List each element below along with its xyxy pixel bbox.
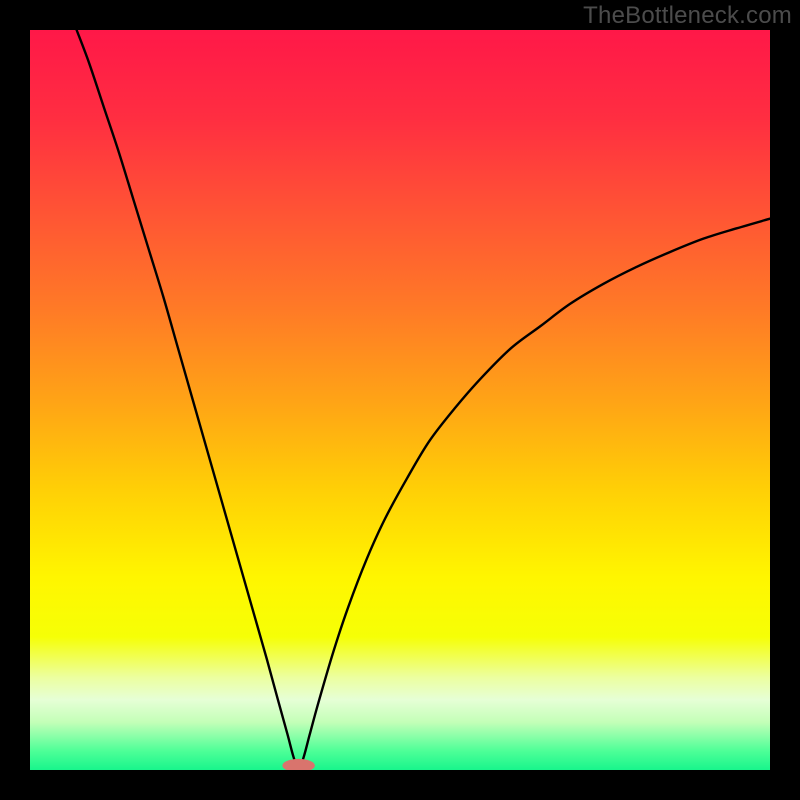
chart-stage: TheBottleneck.com <box>0 0 800 800</box>
plot-gradient-background <box>30 30 770 770</box>
bottleneck-plot <box>0 0 800 800</box>
